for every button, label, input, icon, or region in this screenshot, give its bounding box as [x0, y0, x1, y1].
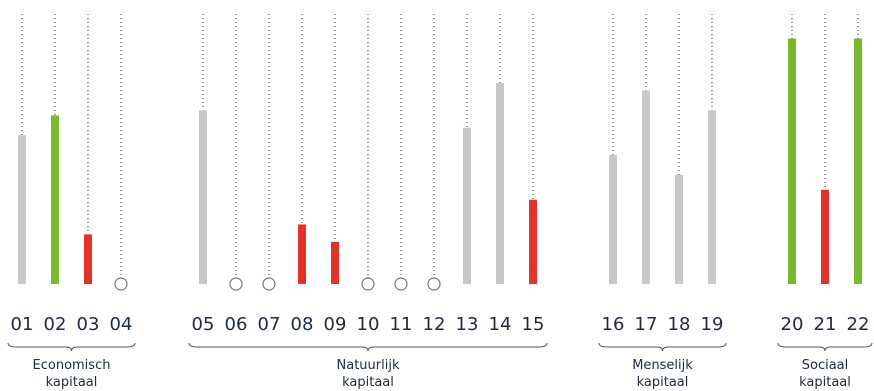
tick-label-08: 08: [291, 314, 314, 335]
bar-20: [788, 38, 796, 285]
group-brace-1: [7, 342, 136, 352]
group-label-4-line2: kapitaal: [799, 375, 851, 390]
tick-label-16: 16: [602, 314, 625, 335]
bar-18: [675, 174, 683, 284]
tick-label-07: 07: [258, 314, 281, 335]
group-label-1-line2: kapitaal: [46, 375, 98, 390]
tick-label-05: 05: [192, 314, 215, 335]
bar-21: [821, 189, 829, 284]
bar-02: [51, 115, 59, 284]
bar-15: [529, 199, 537, 284]
group-brace-2: [188, 342, 548, 352]
bar-19: [708, 110, 716, 285]
tick-label-13: 13: [456, 314, 479, 335]
tick-label-11: 11: [390, 314, 413, 335]
group-label-3-line1: Menselijk: [632, 358, 693, 373]
empty-marker-07: [262, 277, 276, 291]
empty-marker-06: [229, 277, 243, 291]
empty-marker-12: [427, 277, 441, 291]
tick-label-15: 15: [522, 314, 545, 335]
tick-label-03: 03: [77, 314, 100, 335]
tick-label-20: 20: [781, 314, 804, 335]
empty-marker-10: [361, 277, 375, 291]
tick-label-09: 09: [324, 314, 347, 335]
group-brace-4: [777, 342, 873, 352]
empty-marker-11: [394, 277, 408, 291]
bar-01: [18, 135, 26, 284]
tick-label-21: 21: [814, 314, 837, 335]
bar-17: [642, 90, 650, 284]
empty-marker-04: [114, 277, 128, 291]
tick-label-17: 17: [635, 314, 658, 335]
tick-label-10: 10: [357, 314, 380, 335]
group-label-1-line1: Economisch: [33, 358, 111, 373]
tick-label-04: 04: [110, 314, 133, 335]
tick-label-22: 22: [847, 314, 870, 335]
group-label-3-line2: kapitaal: [637, 375, 689, 390]
tick-label-06: 06: [225, 314, 248, 335]
bar-03: [84, 234, 92, 284]
tick-label-14: 14: [489, 314, 512, 335]
bar-08: [298, 224, 306, 284]
tick-label-02: 02: [44, 314, 67, 335]
bar-05: [199, 110, 207, 285]
bar-13: [463, 127, 471, 284]
bar-22: [854, 38, 862, 285]
group-brace-3: [598, 342, 727, 352]
tick-label-19: 19: [701, 314, 724, 335]
tick-label-18: 18: [668, 314, 691, 335]
bar-14: [496, 83, 504, 285]
tick-label-01: 01: [11, 314, 34, 335]
bar-16: [609, 155, 617, 284]
group-label-4-line1: Sociaal: [802, 358, 849, 373]
tick-label-12: 12: [423, 314, 446, 335]
group-label-2-line2: kapitaal: [342, 375, 394, 390]
bar-09: [331, 241, 339, 284]
group-label-2-line1: Natuurlijk: [337, 358, 400, 373]
